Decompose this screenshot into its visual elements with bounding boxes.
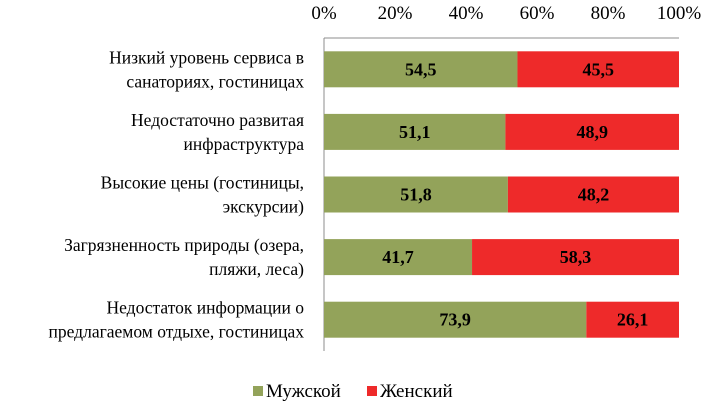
data-label: 41,7: [382, 247, 414, 267]
bar-male: [324, 239, 473, 276]
category-label: Загрязненность природы (озера,: [64, 235, 304, 255]
bar-male: [324, 176, 508, 213]
x-tick-label: 40%: [449, 3, 484, 24]
category-label: санаториях, гостиницах: [126, 71, 304, 91]
legend-label: Мужской: [266, 381, 341, 402]
legend-swatch-female: [367, 386, 377, 396]
bar-male: [324, 301, 587, 338]
bar-male: [324, 113, 506, 150]
data-label: 73,9: [439, 310, 471, 330]
x-tick-label: 80%: [591, 3, 626, 24]
bar-female: [507, 176, 679, 213]
data-label: 48,9: [576, 122, 608, 142]
data-label: 51,1: [399, 122, 431, 142]
x-tick-label: 100%: [657, 3, 702, 24]
bar-female: [517, 51, 679, 88]
category-label: Низкий уровень сервиса в: [109, 47, 304, 67]
data-label: 58,3: [560, 247, 592, 267]
x-tick-label: 20%: [378, 3, 413, 24]
data-label: 26,1: [617, 310, 649, 330]
bar-female: [586, 301, 679, 338]
x-tick-label: 0%: [311, 3, 337, 24]
bar-male: [324, 51, 518, 88]
legend-swatch-male: [253, 386, 263, 396]
category-label: Недостаточно развитая: [131, 110, 304, 130]
x-tick-label: 60%: [520, 3, 555, 24]
data-label: 45,5: [582, 59, 614, 79]
legend-label: Женский: [380, 381, 453, 402]
category-label: предлагаемом отдыхе, гостиницах: [49, 322, 305, 342]
category-label: инфраструктура: [184, 134, 305, 154]
bar-female: [472, 239, 679, 276]
category-label: Высокие цены (гостиницы,: [101, 173, 304, 193]
data-label: 51,8: [400, 185, 432, 205]
bar-female: [505, 113, 679, 150]
data-label: 54,5: [405, 59, 437, 79]
data-label: 48,2: [578, 185, 610, 205]
category-label: экскурсии): [223, 197, 305, 217]
category-label: пляжи, леса): [209, 259, 304, 279]
category-label: Недостаток информации о: [107, 298, 305, 318]
